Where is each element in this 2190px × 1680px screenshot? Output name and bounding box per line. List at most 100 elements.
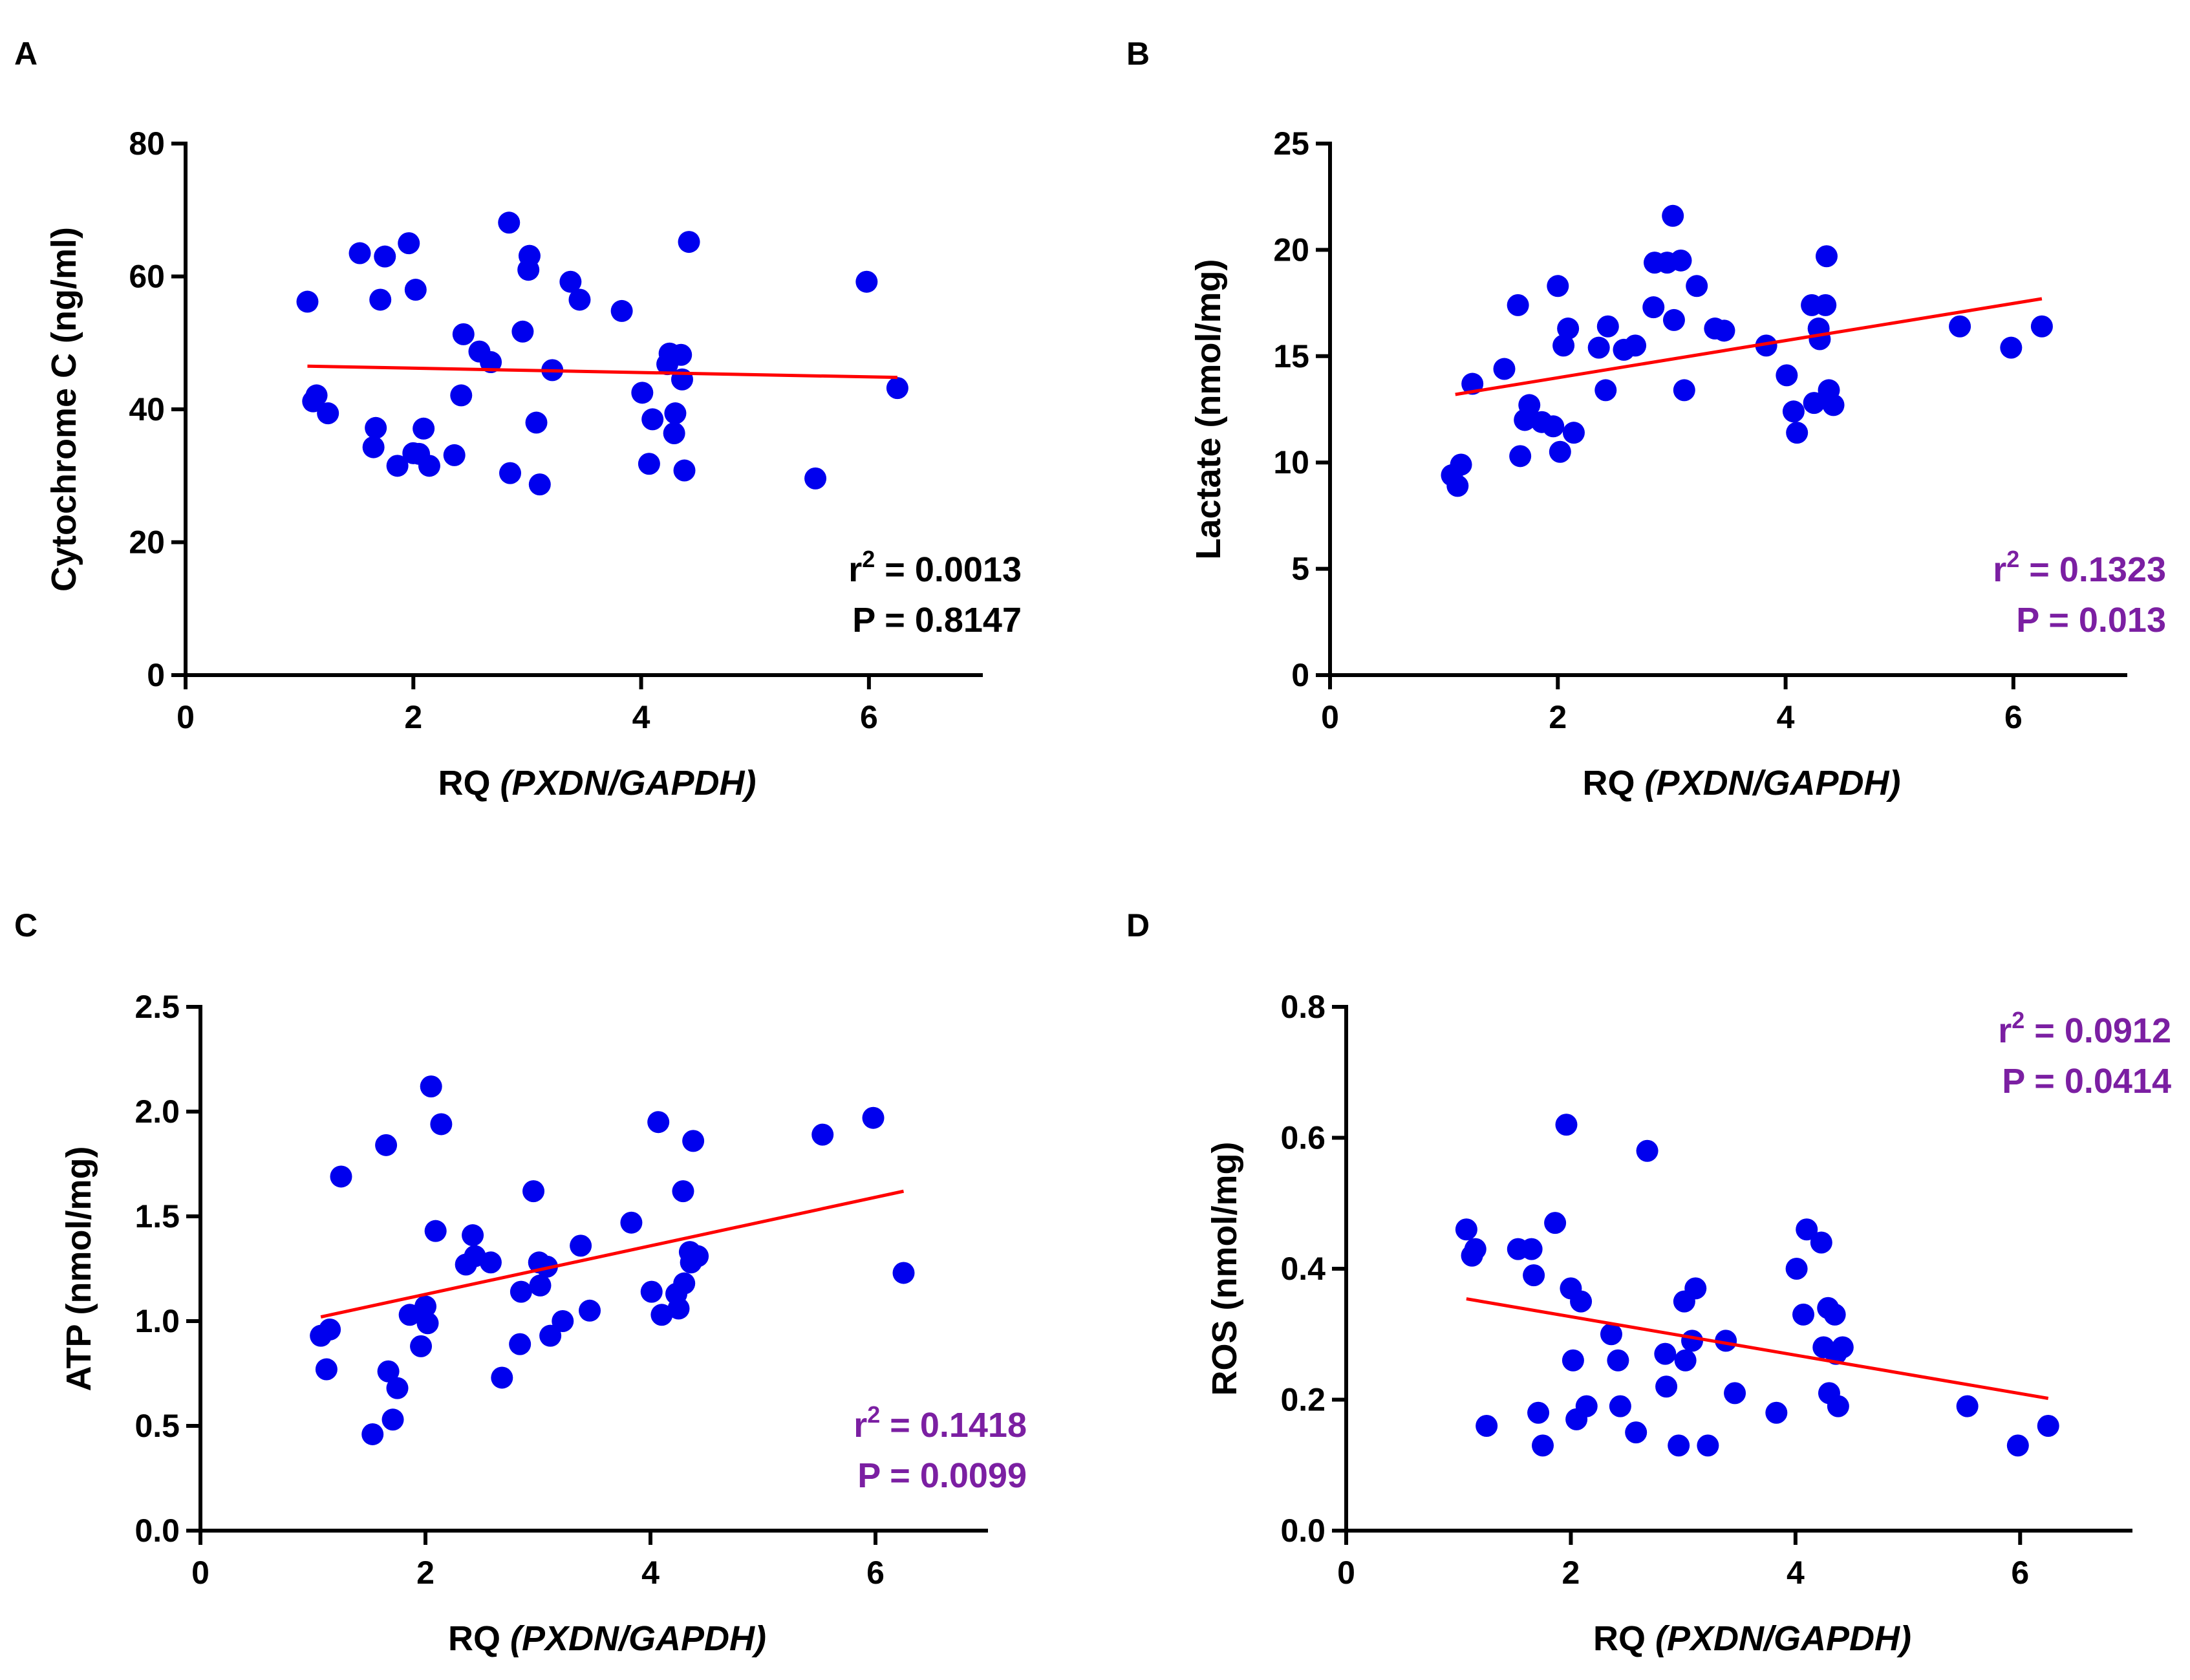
data-point (374, 245, 396, 268)
y-tick-label: 20 (1273, 232, 1309, 268)
data-point (1724, 1382, 1746, 1405)
data-point (1520, 1238, 1543, 1260)
x-axis-title: RQ (PXDN/GAPDH) (448, 1619, 766, 1658)
x-tick-label: 2 (404, 699, 422, 735)
data-point (480, 351, 502, 374)
data-point (305, 384, 328, 407)
data-point (1596, 315, 1619, 338)
x-axis-title-gene: (PXDN/GAPDH) (1645, 764, 1901, 802)
data-point (511, 320, 534, 343)
r-symbol: r (853, 1406, 867, 1445)
data-point (678, 231, 700, 253)
y-tick-label: 1.5 (134, 1198, 180, 1234)
data-point (349, 242, 371, 264)
data-point (1493, 358, 1516, 380)
r-squared-label: r2 = 0.1323 (1993, 546, 2166, 589)
x-tick-label: 6 (2011, 1555, 2029, 1591)
data-point (1827, 1395, 1849, 1417)
y-tick-label: 0.0 (1280, 1513, 1326, 1549)
data-point (1532, 1434, 1554, 1457)
data-point (369, 288, 392, 311)
data-point (424, 1220, 447, 1242)
p-value-label: P = 0.0099 (857, 1456, 1027, 1495)
data-point (330, 1165, 352, 1188)
data-point (1662, 308, 1685, 331)
data-point (462, 1224, 484, 1247)
data-point (413, 417, 435, 440)
y-tick-label: 20 (129, 524, 165, 561)
data-point (2030, 315, 2053, 338)
data-point (1809, 328, 1831, 350)
data-point (317, 402, 339, 425)
x-axis-title-main: RQ (1582, 764, 1644, 802)
data-point (362, 436, 385, 458)
x-tick-label: 4 (641, 1555, 660, 1591)
x-tick-label: 2 (416, 1555, 435, 1591)
y-tick-label: 15 (1273, 338, 1309, 374)
y-tick-label: 0.6 (1280, 1120, 1326, 1156)
y-tick-label: 10 (1273, 444, 1309, 480)
data-point (509, 1333, 531, 1355)
data-point (2037, 1415, 2059, 1437)
y-tick-label: 40 (129, 391, 165, 427)
r-squared-label: r2 = 0.0013 (848, 546, 1022, 589)
data-point (811, 1123, 834, 1146)
x-axis-title-gene: (PXDN/GAPDH) (510, 1619, 766, 1658)
data-point (620, 1211, 643, 1234)
x-tick-label: 6 (2004, 699, 2023, 735)
data-point (510, 1280, 532, 1303)
data-point (1552, 334, 1575, 357)
y-tick-label: 2.0 (134, 1093, 180, 1130)
x-tick-label: 0 (191, 1555, 209, 1591)
data-point (1476, 1415, 1498, 1437)
x-tick-label: 4 (1777, 699, 1795, 735)
data-point (1949, 315, 1971, 338)
y-tick-label: 0.2 (1280, 1382, 1326, 1418)
data-point (804, 467, 827, 490)
x-tick-label: 0 (1337, 1555, 1355, 1591)
r-symbol: r (1998, 1011, 2012, 1050)
r-superscript: 2 (867, 1401, 880, 1428)
data-point (479, 1251, 502, 1274)
data-point (682, 1130, 705, 1152)
x-tick-label: 6 (860, 699, 878, 735)
panel-letter: C (14, 907, 38, 943)
data-point (1792, 1303, 1815, 1326)
y-tick-label: 5 (1291, 551, 1309, 587)
r-squared-value: = 0.0013 (875, 550, 1022, 589)
data-point (315, 1358, 338, 1381)
regression-line (307, 364, 897, 380)
r-symbol: r (1993, 550, 2006, 589)
data-point (1557, 318, 1580, 340)
data-point (672, 1180, 694, 1203)
data-point (375, 1134, 398, 1156)
data-point (663, 422, 685, 444)
data-point (529, 1274, 552, 1297)
data-point (673, 459, 696, 482)
data-point (377, 1360, 400, 1383)
data-point (559, 270, 582, 293)
data-point (499, 462, 522, 484)
r-superscript: 2 (862, 546, 875, 572)
data-point (1662, 204, 1684, 227)
data-point (498, 211, 521, 234)
data-point (1686, 275, 1708, 297)
data-point (1673, 379, 1695, 402)
data-point (1810, 1231, 1832, 1254)
data-point (892, 1262, 915, 1284)
data-point (570, 1234, 592, 1257)
data-point (610, 299, 633, 322)
r-squared-label: r2 = 0.1418 (853, 1401, 1027, 1445)
x-tick-label: 0 (1321, 699, 1339, 735)
data-point (1555, 1114, 1578, 1136)
data-point (1455, 1218, 1477, 1241)
data-point (1549, 440, 1571, 463)
data-point (528, 473, 551, 496)
x-tick-label: 2 (1562, 1555, 1580, 1591)
y-tick-label: 2.5 (134, 989, 180, 1025)
r-superscript: 2 (2012, 1007, 2024, 1033)
data-point (414, 1295, 436, 1318)
data-point (361, 1423, 384, 1445)
panel-d: D 0.0 0.2 0.4 0.6 0.8 0 2 4 6 RQ (PXDN/GAPDH) ROS (… (1126, 907, 2171, 1658)
